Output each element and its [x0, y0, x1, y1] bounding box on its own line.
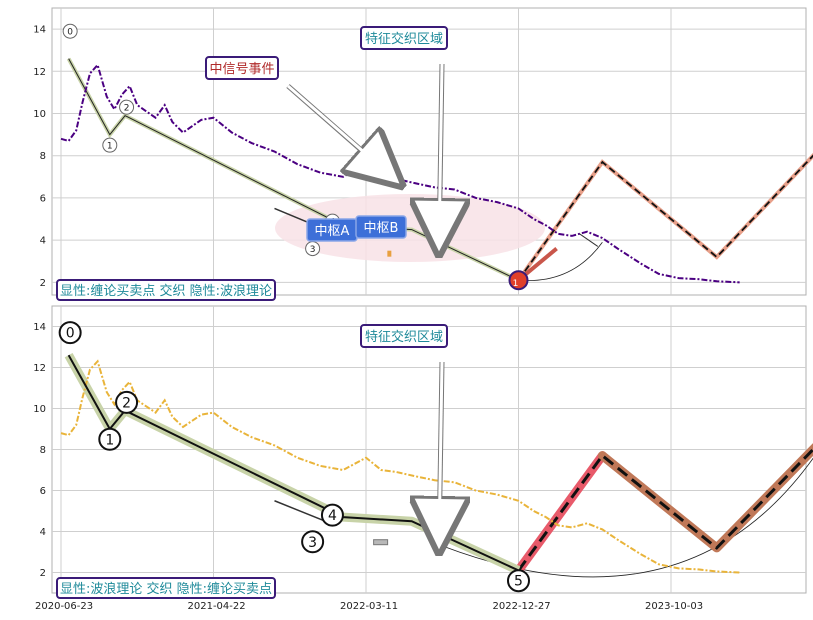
top-caption-box	[56, 279, 276, 301]
x-axis-ticks: 2020-06-23 2021-04-22 2022-03-11 2022-12-27…	[35, 601, 703, 612]
bottom-grid	[52, 306, 806, 593]
signal-label-box	[205, 56, 279, 80]
zhongshu-b-label: 中枢B	[364, 221, 399, 236]
wave-point-label: 3	[310, 245, 316, 255]
wave-point-circle	[301, 530, 325, 554]
y-tick-label: 8	[40, 151, 46, 162]
wave-point-label: 3	[308, 535, 317, 551]
wave-point-label: 1	[107, 142, 113, 152]
y-tick-label: 14	[33, 322, 46, 333]
wave-point-circle	[62, 23, 78, 39]
x-tick-label: 2021-04-22	[188, 601, 246, 612]
bottom-caption-box	[56, 577, 276, 599]
wave-point-circle	[115, 390, 139, 414]
wave-point-circle	[119, 99, 135, 115]
bottom-y-ticks: 2 4 6 8 10 12 14	[33, 322, 46, 579]
x-tick-label: 2022-12-27	[493, 601, 551, 612]
wave-point-circle	[98, 427, 122, 451]
end-marker	[508, 270, 529, 291]
wave-point-label: 0	[67, 28, 73, 38]
x-tick-label: 2022-03-11	[340, 601, 398, 612]
wave-point-circle	[58, 321, 82, 345]
y-tick-label: 6	[40, 193, 46, 204]
y-tick-label: 2	[40, 278, 46, 289]
y-tick-label: 10	[33, 404, 46, 415]
y-tick-label: 12	[33, 363, 46, 374]
wave-point-label: 4	[328, 508, 337, 524]
top-caption: 显性:缠论买卖点 交织 隐性:波浪理论	[60, 283, 272, 299]
top-y-ticks: 2 4 6 8 10 12 14	[33, 25, 46, 289]
signal-label: 中信号事件	[209, 62, 274, 77]
projection-arc	[518, 242, 603, 282]
price-series	[60, 62, 740, 284]
wave-point-label: 1	[513, 279, 519, 289]
arc-tick	[579, 233, 599, 247]
y-tick-label: 4	[40, 236, 46, 247]
wave-point-label: 1	[105, 432, 114, 448]
zone-arrow-inner	[437, 63, 444, 249]
y-tick-label: 6	[40, 486, 46, 497]
y-tick-label: 4	[40, 527, 46, 538]
bottom-caption: 显性:波浪理论 交织 隐性:缠论买卖点	[60, 581, 272, 597]
bottom-zone-label-box	[360, 324, 448, 348]
wave-point-circle	[102, 137, 118, 153]
zone-label-box	[360, 26, 448, 50]
y-tick-label: 14	[33, 25, 46, 36]
y-tick-label: 10	[33, 109, 46, 120]
wave-point-label: 5	[514, 574, 523, 590]
top-grid	[52, 8, 806, 295]
wave-point-circle	[320, 503, 344, 527]
zhongshu-a-label: 中枢A	[315, 224, 350, 239]
y-tick-label: 2	[40, 568, 46, 579]
y-tick-label: 12	[33, 67, 46, 78]
marker-bar	[387, 250, 392, 257]
wave-point-label: 2	[124, 104, 130, 114]
wave-point-label: 2	[122, 395, 131, 411]
zone-label: 特征交织区域	[365, 31, 443, 47]
x-tick-label: 2020-06-23	[35, 601, 93, 612]
x-tick-label: 2023-10-03	[645, 601, 703, 612]
wave-point-label: 0	[66, 326, 75, 342]
projection-dash	[517, 154, 813, 281]
bottom-zone-arrow-inner	[437, 361, 444, 547]
zhongshu-b-box	[355, 215, 407, 239]
bottom-zone-label: 特征交织区域	[365, 329, 443, 345]
projection-dash	[517, 447, 813, 572]
signal-arrow-inner	[287, 84, 398, 183]
marker-bar	[373, 539, 389, 546]
wave-point-circle	[507, 569, 530, 593]
y-tick-label: 8	[40, 445, 46, 456]
